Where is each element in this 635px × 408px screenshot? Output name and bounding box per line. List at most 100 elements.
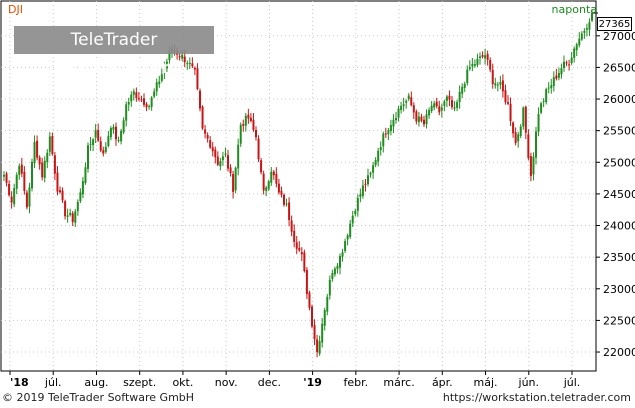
candle-body	[524, 106, 527, 133]
candle-body	[56, 172, 59, 192]
candle	[545, 87, 548, 105]
candle-body	[499, 82, 502, 85]
candle-body	[369, 173, 372, 175]
candle-body	[415, 111, 418, 122]
candle-body	[417, 116, 420, 123]
candle	[512, 121, 515, 138]
candle-body	[5, 173, 8, 183]
candle-body	[361, 185, 364, 196]
candle	[46, 149, 49, 169]
candle-body	[458, 91, 461, 103]
candle-body	[112, 126, 115, 130]
candle-body	[540, 103, 543, 113]
candle	[484, 48, 487, 65]
candle	[532, 152, 535, 181]
candle-body	[148, 106, 151, 108]
candle	[249, 113, 252, 123]
candle	[524, 105, 527, 139]
candles	[3, 9, 593, 358]
x-tick-label: jún.	[518, 376, 540, 389]
candle-body	[165, 61, 168, 69]
candle	[224, 147, 227, 158]
candle	[433, 100, 436, 111]
candle	[221, 151, 224, 166]
candle	[150, 96, 153, 111]
candle-body	[283, 194, 285, 205]
candle-body	[308, 292, 311, 308]
candle	[578, 32, 581, 48]
candle	[255, 126, 257, 141]
x-tick-label: nov.	[215, 376, 238, 389]
candle-body	[532, 156, 535, 175]
candle	[402, 97, 405, 112]
candle	[56, 166, 59, 196]
candle	[109, 126, 112, 141]
candle	[445, 94, 448, 108]
candle-body	[232, 173, 235, 192]
candle	[191, 57, 194, 69]
candle	[140, 95, 143, 103]
candle-body	[242, 124, 245, 126]
y-tick-label: 22500	[603, 314, 635, 327]
candle	[10, 191, 13, 209]
candle	[186, 60, 189, 70]
candle	[351, 210, 354, 228]
candle-body	[341, 252, 344, 257]
candle	[481, 51, 484, 59]
candle	[468, 60, 471, 71]
candle-body	[463, 83, 466, 88]
candle-body	[575, 44, 578, 51]
candle	[361, 180, 364, 199]
candle-body	[407, 95, 410, 99]
candle	[308, 290, 311, 311]
candle	[565, 60, 568, 67]
candle-body	[321, 323, 324, 343]
candle-body	[239, 124, 242, 144]
candle-body	[211, 147, 214, 152]
candle	[102, 146, 105, 157]
candle	[135, 87, 138, 102]
candle-body	[155, 82, 158, 92]
candle-body	[588, 22, 591, 30]
y-tick-label: 25000	[603, 156, 635, 169]
candle	[313, 319, 316, 346]
candle-body	[496, 84, 499, 86]
candle	[272, 169, 275, 180]
candle	[206, 132, 209, 143]
candle	[331, 269, 334, 282]
candle	[38, 155, 41, 170]
candle-body	[555, 75, 558, 79]
candle	[92, 138, 95, 152]
candle	[265, 185, 268, 197]
candle-body	[412, 105, 415, 113]
candle-body	[318, 341, 321, 354]
candle	[199, 88, 201, 112]
candle	[61, 187, 64, 203]
x-tick-label: ápr.	[432, 376, 453, 389]
candle	[5, 171, 8, 187]
candle	[252, 113, 255, 132]
candle-body	[36, 140, 39, 158]
x-axis: '18 júl. aug. szept. okt. nov. dec. '19 febr. már…	[9, 371, 580, 389]
candle	[555, 68, 558, 81]
candle-body	[135, 92, 138, 99]
candle-body	[425, 114, 428, 125]
candle	[417, 111, 420, 127]
candle	[489, 57, 492, 73]
candle-body	[186, 63, 189, 65]
candle-body	[486, 54, 489, 60]
candle	[290, 215, 293, 237]
candle-body	[316, 339, 319, 353]
source-url[interactable]: https://workstation.teletrader.com	[442, 391, 631, 404]
candle-body	[38, 157, 41, 165]
candle	[122, 117, 125, 135]
candle-body	[99, 141, 102, 151]
candle	[227, 149, 229, 172]
candle	[107, 130, 110, 148]
candle	[219, 157, 222, 171]
candle-body	[92, 139, 95, 146]
candle-body	[333, 268, 336, 275]
candle	[517, 131, 520, 148]
candle-body	[384, 133, 387, 135]
candle	[499, 76, 502, 90]
